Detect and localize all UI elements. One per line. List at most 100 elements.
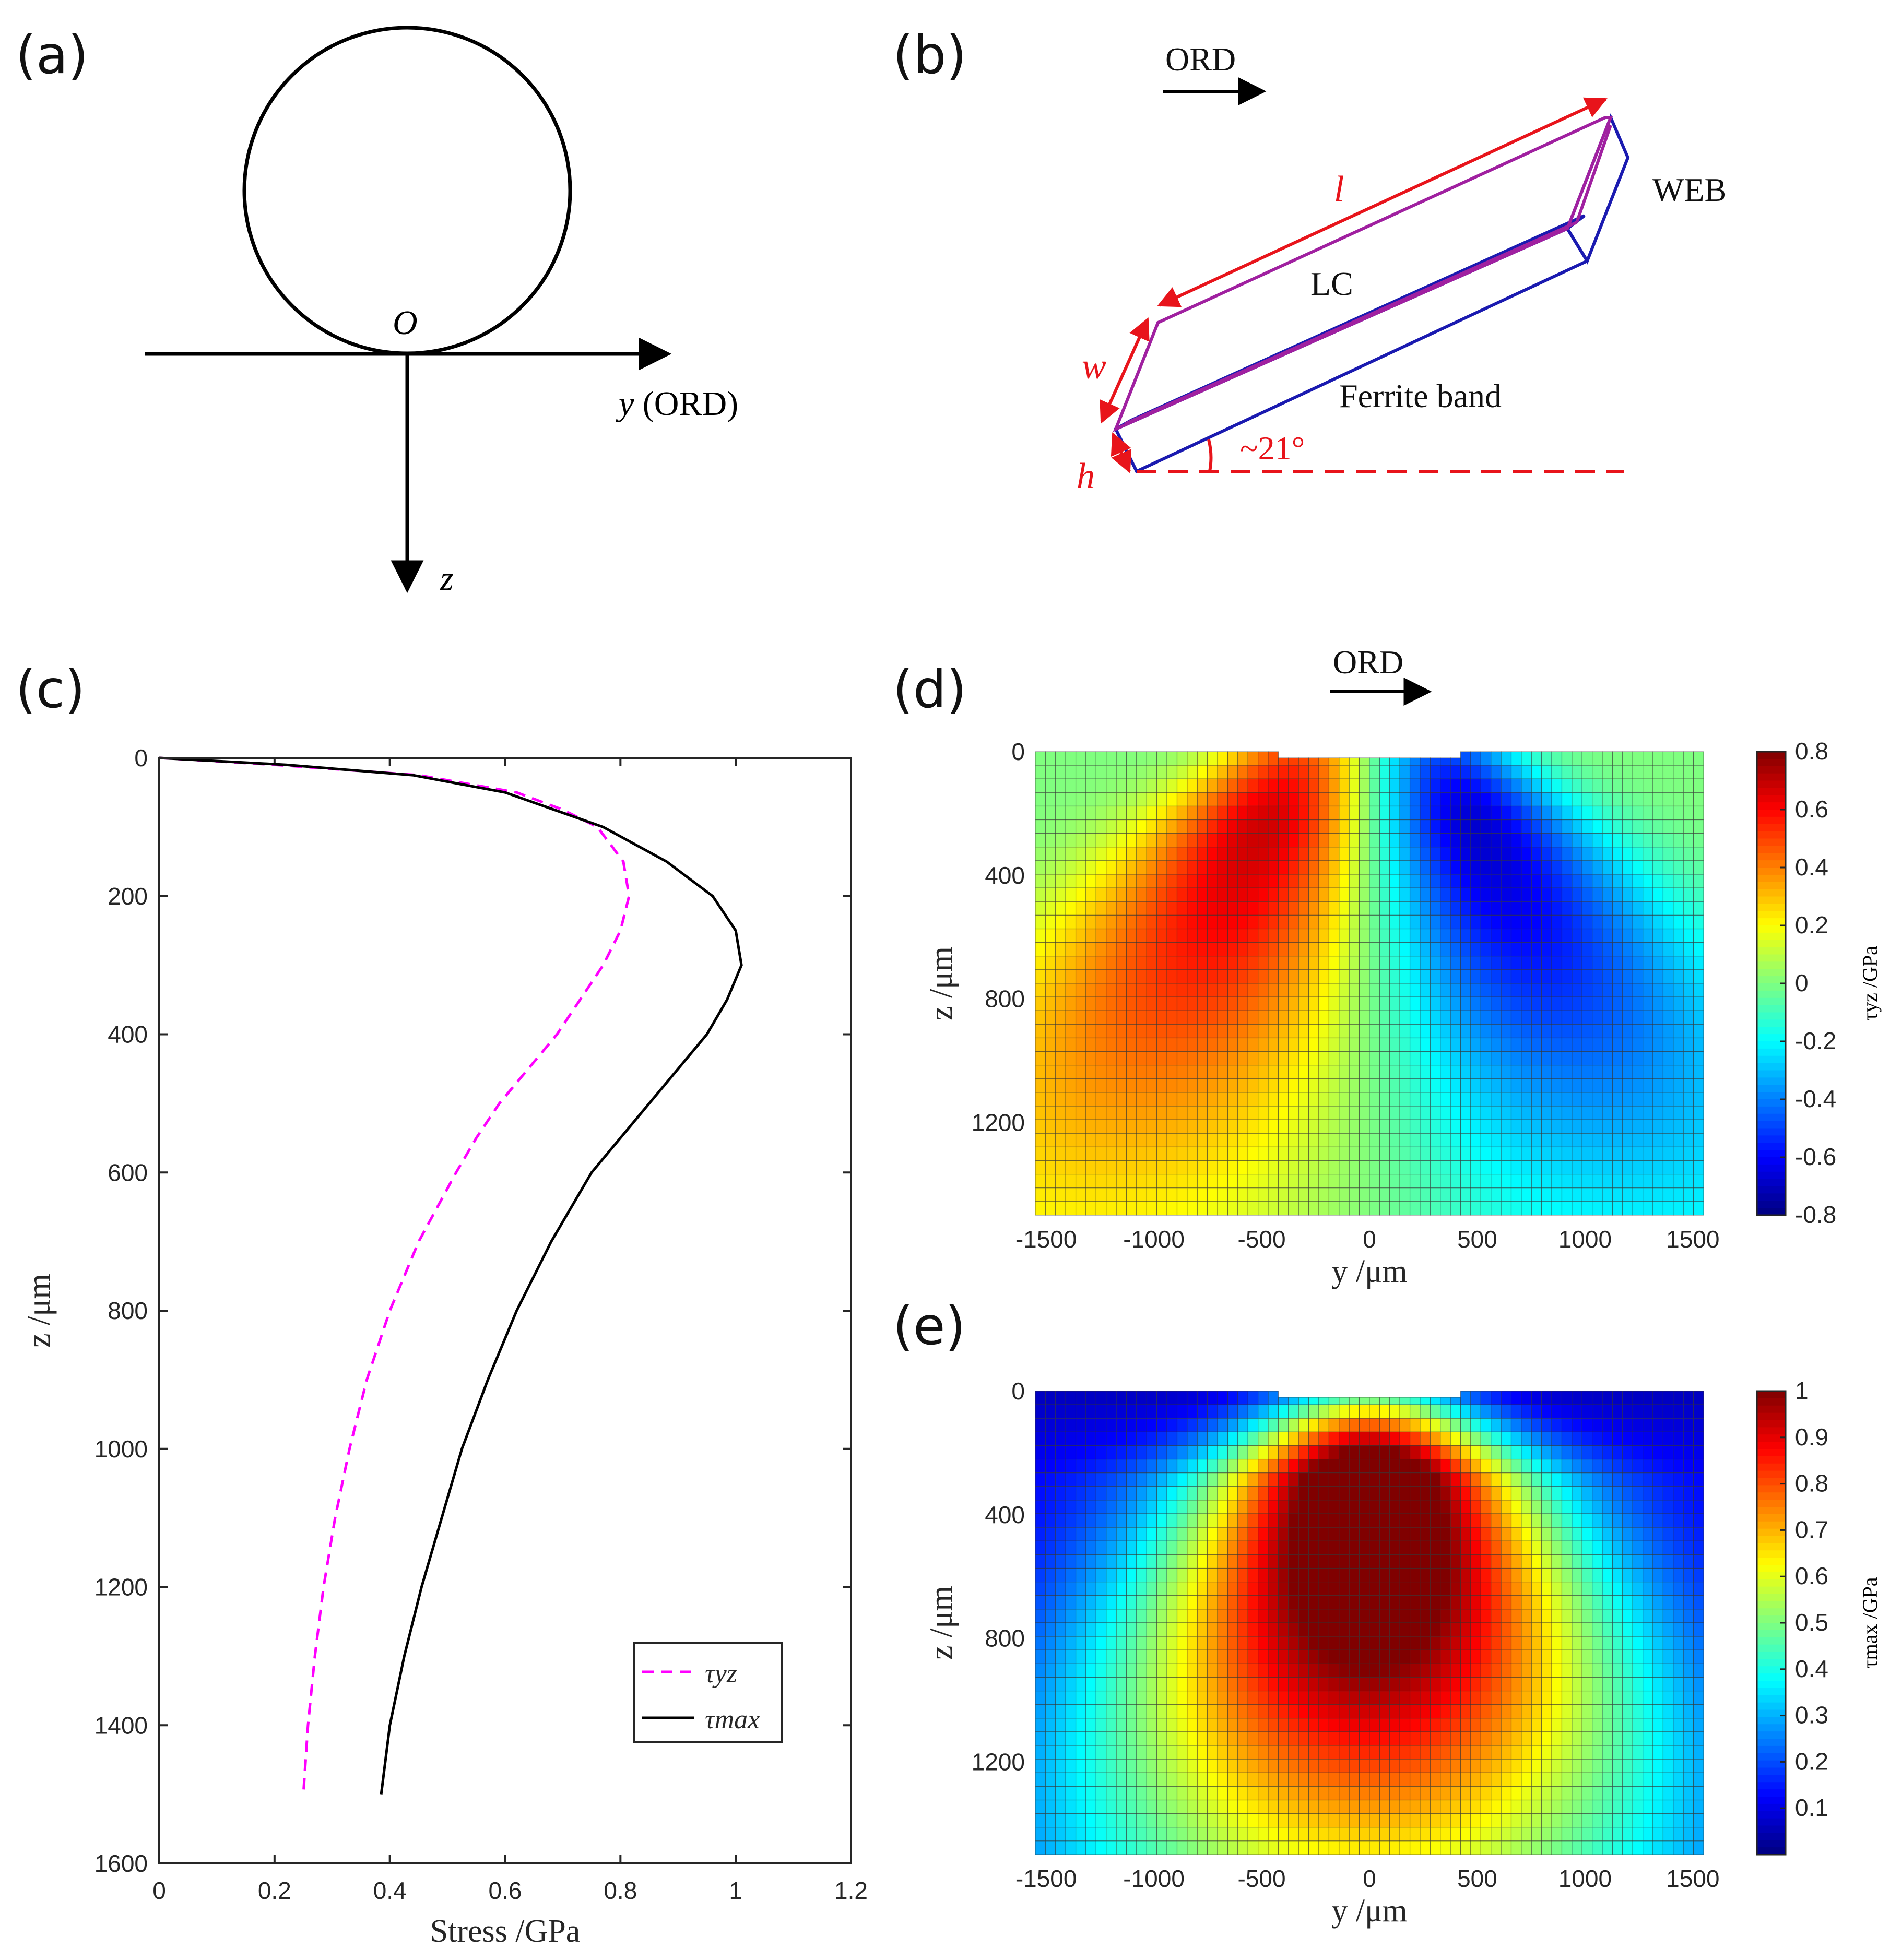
heat-cell [1318,887,1330,902]
heat-cell [1683,969,1694,984]
heat-cell [1146,792,1157,807]
heat-cell [1187,1827,1198,1842]
heat-cell [1176,833,1188,848]
heat-cell [1379,1609,1390,1623]
colorbar-step [1757,889,1786,897]
heat-cell [1450,1024,1461,1039]
heat-cell [1065,1813,1077,1828]
heat-cell [1643,1201,1653,1216]
heat-cell [1288,1704,1299,1719]
heat-cell [1166,1445,1178,1460]
heat-cell [1652,1609,1664,1623]
heat-cell [1440,1458,1451,1474]
heat-cell [1561,1391,1573,1405]
c-ytick-label: 800 [108,1297,148,1324]
heat-cell [1612,874,1623,888]
heat-cell [1592,1201,1603,1216]
heat-cell [1207,956,1218,970]
heat-cell [1612,1813,1623,1828]
heat-cell [1510,1582,1522,1596]
colorbar-step [1757,1753,1786,1761]
heat-cell [1065,1391,1077,1405]
heat-cell [1581,805,1593,821]
heat-cell [1581,1567,1593,1583]
heat-cell [1278,996,1289,1011]
heat-cell [1409,1799,1421,1814]
heat-cell [1258,1092,1269,1107]
heat-cell [1581,1554,1593,1569]
heat-cell [1643,1024,1653,1039]
heat-cell [1176,1160,1188,1175]
heat-cell [1430,847,1441,861]
heat-cell [1652,1010,1664,1025]
heat-cell [1662,1010,1674,1025]
heat-cell [1308,1051,1319,1066]
heat-cell [1409,778,1421,793]
heat-cell [1268,1500,1279,1514]
heat-cell [1247,1458,1259,1474]
heat-cell [1207,1527,1218,1541]
heat-cell [1045,1704,1056,1719]
colorbar-step [1757,1601,1786,1609]
heat-cell [1531,819,1542,834]
heat-cell [1561,1759,1573,1773]
heat-cell [1166,1677,1178,1692]
heat-cell [1531,1609,1542,1623]
heat-cell [1055,1187,1066,1202]
heat-cell [1662,1431,1674,1446]
heat-cell [1460,1690,1471,1705]
heat-cell [1055,1010,1066,1025]
heat-cell [1602,874,1613,888]
heat-cell [1420,1704,1431,1719]
heat-cell [1166,1759,1178,1773]
heat-cell [1652,969,1664,984]
heat-cell [1085,1445,1096,1460]
heat-cell [1501,1677,1512,1692]
heat-cell [1581,778,1593,793]
heat-cell [1561,1827,1573,1842]
heat-cell [1470,1718,1481,1732]
heat-cell [1197,792,1208,807]
heat-cell [1572,942,1582,957]
heat-cell [1643,1704,1653,1719]
heat-cell [1197,1051,1208,1066]
heat-cell [1470,805,1481,821]
c-ytick-label: 400 [108,1021,148,1048]
heat-cell [1622,1024,1633,1039]
heat-cell [1258,1622,1269,1637]
heat-cell [1379,765,1390,779]
heat-cell [1268,1690,1279,1705]
heat-cell [1551,956,1563,970]
heat-cell [1592,819,1603,834]
heat-cell [1288,928,1299,943]
heat-cell [1389,1445,1400,1460]
heat-cell [1187,1840,1198,1855]
heat-cell [1450,805,1461,821]
heat-cell [1085,1540,1096,1555]
heat-cell [1673,1677,1684,1692]
heat-cell [1146,833,1157,848]
heat-cell [1561,874,1573,888]
heat-cell [1085,1622,1096,1637]
heat-cell [1176,1786,1188,1801]
heat-cell [1197,887,1208,902]
heat-cell [1480,928,1492,943]
heat-cell [1349,805,1360,821]
heat-cell [1369,1704,1380,1719]
colorbar-step [1757,1637,1786,1645]
heat-cell [1349,1731,1360,1746]
heat-cell [1116,1759,1127,1773]
heat-cell [1460,887,1471,902]
heat-cell [1065,833,1077,848]
heat-cell [1430,1636,1441,1650]
heat-cell [1450,1527,1461,1541]
heat-cell [1359,969,1370,984]
heat-cell [1521,1445,1532,1460]
heat-cell [1643,887,1653,902]
heat-cell [1389,1595,1400,1610]
heat-cell [1612,1772,1623,1787]
heat-cell [1318,1119,1330,1134]
heat-cell [1693,1201,1704,1216]
heat-cell [1298,901,1309,916]
heat-cell [1592,805,1603,821]
